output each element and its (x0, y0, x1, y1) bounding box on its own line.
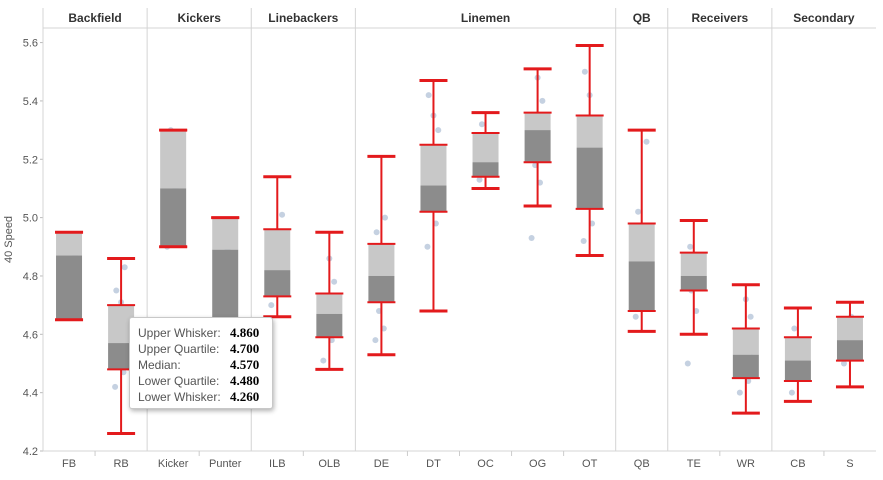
x-tick-label: OT (582, 458, 598, 470)
box-lower-half (836, 340, 863, 361)
y-tick-label: 4.2 (23, 446, 38, 458)
y-tick-label: 4.6 (23, 329, 38, 341)
data-point (581, 68, 588, 75)
data-point (736, 389, 743, 396)
box-upper-half (784, 337, 811, 361)
box-upper-half (264, 229, 291, 271)
y-tick-label: 5.4 (23, 96, 38, 108)
box-lower-half (160, 188, 187, 247)
box-upper-half (732, 328, 759, 355)
data-point (112, 383, 119, 390)
box-upper-half (56, 232, 83, 256)
x-tick-label: DT (426, 458, 441, 470)
box-lower-half (784, 360, 811, 381)
box-upper-half (524, 112, 551, 131)
group-header-label: QB (633, 11, 651, 25)
group-header-label: Secondary (793, 11, 855, 25)
y-axis-title: 40 Speed (3, 216, 15, 263)
data-point (632, 313, 639, 320)
data-point (840, 360, 847, 367)
x-tick-label: CB (790, 458, 805, 470)
x-tick-label: OC (477, 458, 494, 470)
tooltip: Upper Whisker: 4.860 Upper Quartile: 4.700… (129, 317, 273, 409)
data-point (635, 208, 642, 215)
data-point (268, 302, 275, 309)
data-point (121, 264, 128, 271)
x-tick-label: OG (529, 458, 546, 470)
box-upper-half (212, 217, 239, 250)
group-header-label: Receivers (691, 11, 748, 25)
data-point (791, 325, 798, 332)
box-lower-half (264, 270, 291, 297)
box-lower-half (628, 261, 655, 311)
data-point (539, 97, 546, 104)
data-point (382, 214, 389, 221)
tooltip-lower-whisker: Lower Whisker: 4.260 (138, 389, 260, 404)
tooltip-upper-whisker: Upper Whisker: 4.860 (138, 325, 260, 340)
group-header-label: Linebackers (268, 11, 338, 25)
data-point (478, 121, 485, 128)
x-tick-label: OLB (318, 458, 340, 470)
group-header-label: Linemen (461, 11, 510, 25)
data-point (279, 211, 286, 218)
x-tick-label: ILB (269, 458, 286, 470)
y-tick-label: 5.2 (23, 154, 38, 166)
data-point (684, 360, 691, 367)
y-tick-label: 4.4 (23, 388, 38, 400)
group-header-label: Kickers (178, 11, 222, 25)
data-point (687, 243, 694, 250)
box-lower-half (680, 275, 707, 291)
data-point (476, 176, 483, 183)
tooltip-median: Median: 4.570 (138, 357, 260, 372)
data-point (643, 138, 650, 145)
box-lower-half (472, 162, 499, 177)
data-point (320, 357, 327, 364)
box-upper-half (368, 243, 395, 276)
box-upper-half (472, 133, 499, 163)
tooltip-upper-quartile: Upper Quartile: 4.700 (138, 341, 260, 356)
box-upper-half (628, 223, 655, 262)
data-point (373, 229, 380, 236)
data-point (372, 337, 379, 344)
x-tick-label: QB (634, 458, 650, 470)
box-lower-half (56, 255, 83, 320)
box-lower-half (316, 313, 343, 338)
data-point (424, 243, 431, 250)
box-upper-half (316, 293, 343, 314)
y-tick-label: 5.6 (23, 38, 38, 50)
x-tick-label: Kicker (158, 458, 189, 470)
tooltip-lower-quartile: Lower Quartile: 4.480 (138, 373, 260, 388)
y-tick-label: 4.8 (23, 271, 38, 283)
box-upper-half (836, 316, 863, 341)
data-point (113, 287, 120, 294)
box-lower-half (420, 185, 447, 212)
x-tick-label: RB (113, 458, 128, 470)
x-tick-label: Punter (209, 458, 242, 470)
data-point (747, 313, 754, 320)
data-point (528, 235, 535, 242)
y-tick-label: 5.0 (23, 213, 38, 225)
x-tick-label: S (846, 458, 853, 470)
box-upper-half (680, 252, 707, 276)
x-tick-label: TE (687, 458, 701, 470)
box-lower-half (732, 354, 759, 379)
box-upper-half (420, 144, 447, 186)
box-upper-half (160, 130, 187, 189)
x-tick-label: WR (737, 458, 755, 470)
data-point (580, 237, 587, 244)
box-lower-half (368, 275, 395, 303)
box-upper-half (576, 115, 603, 148)
box-lower-half (576, 147, 603, 209)
x-tick-label: FB (62, 458, 76, 470)
data-point (435, 127, 442, 134)
data-point (425, 92, 432, 99)
data-point (788, 389, 795, 396)
group-header-label: Backfield (68, 11, 121, 25)
x-tick-label: DE (374, 458, 389, 470)
data-point (331, 278, 338, 285)
box-lower-half (524, 130, 551, 163)
